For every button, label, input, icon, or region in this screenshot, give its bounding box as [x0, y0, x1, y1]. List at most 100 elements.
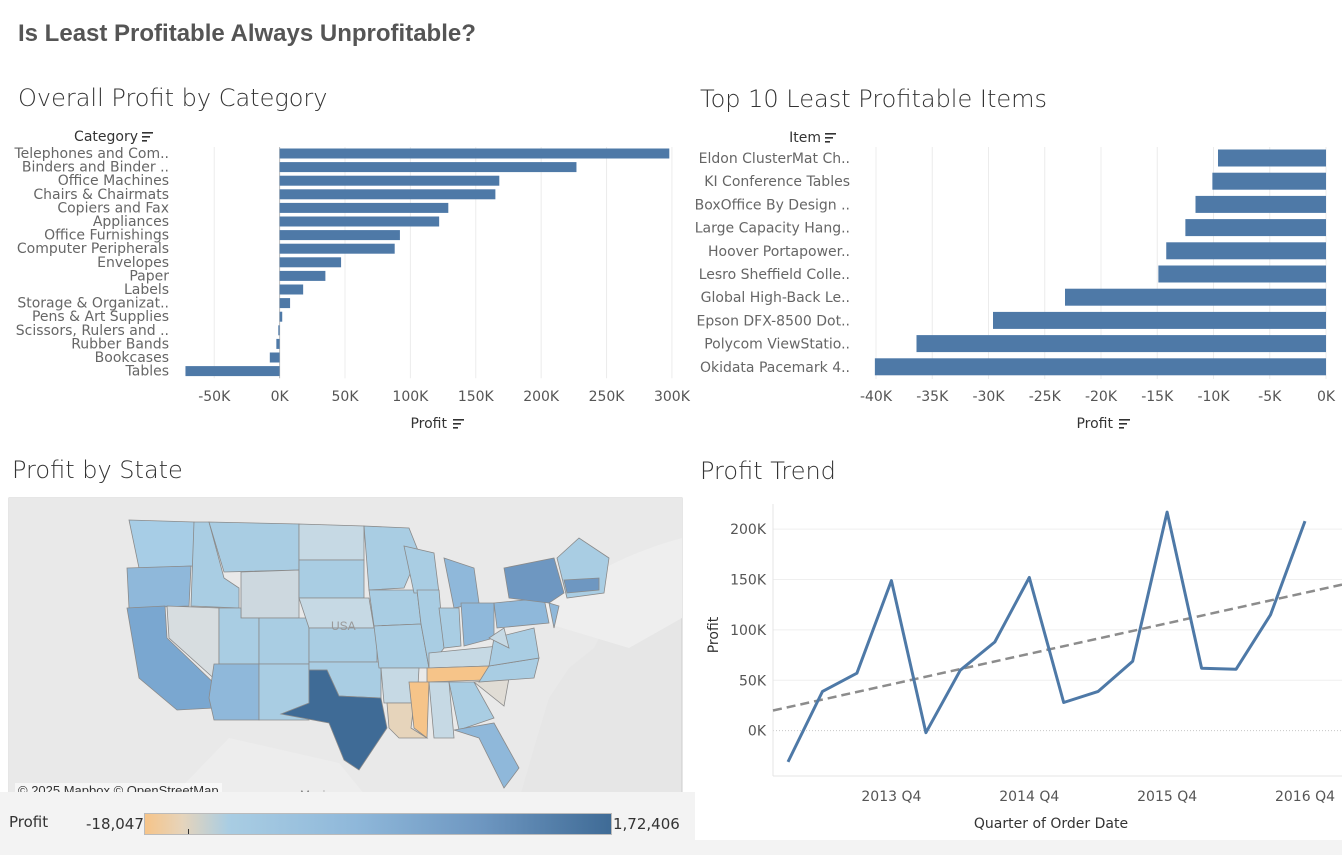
category-label[interactable]: Telephones and Com..	[13, 146, 169, 162]
category-label[interactable]: Pens & Art Supplies	[32, 309, 169, 325]
state-kansas	[308, 627, 378, 663]
state-texas	[279, 669, 388, 771]
legend-color-ramp[interactable]	[144, 813, 612, 835]
category-label[interactable]: Binders and Binder ..	[22, 160, 169, 176]
item-bar[interactable]	[1065, 288, 1326, 306]
state-colorado	[258, 617, 310, 665]
category-bar[interactable]	[185, 366, 280, 377]
item-label[interactable]: KI Conference Tables	[704, 174, 850, 190]
state-washington	[128, 519, 195, 569]
category-label[interactable]: Envelopes	[97, 255, 169, 271]
y-tick-label: 200K	[730, 522, 767, 538]
item-bar[interactable]	[1195, 195, 1327, 213]
category-bar[interactable]	[279, 230, 400, 241]
item-bar[interactable]	[1185, 219, 1326, 237]
category-label[interactable]: Labels	[124, 282, 169, 298]
x-tick-label: 150K	[458, 389, 495, 405]
category-bar[interactable]	[279, 216, 440, 227]
item-label[interactable]: Hoover Portapower..	[708, 244, 850, 260]
state-new-jersey	[548, 602, 560, 629]
category-bar[interactable]	[279, 202, 449, 213]
category-label[interactable]: Computer Peripherals	[17, 241, 169, 257]
x-tick-label: -25K	[1029, 389, 1062, 405]
profit-line[interactable]	[786, 510, 1307, 763]
x-tick-label: 2013 Q4	[861, 789, 921, 805]
x-tick-label: 0K	[271, 389, 290, 405]
x-tick-label: -10K	[1197, 389, 1230, 405]
map-sheet-title: Profit by State	[12, 456, 183, 484]
category-bar[interactable]	[279, 175, 500, 186]
x-tick-label: -35K	[916, 389, 949, 405]
x-tick-label: 0K	[1317, 389, 1336, 405]
x-tick-label: -5K	[1258, 389, 1282, 405]
trend-line[interactable]	[772, 583, 1342, 712]
item-bar[interactable]	[1158, 265, 1326, 283]
state-montana	[208, 521, 300, 573]
profit-axis-title[interactable]: Profit	[410, 416, 447, 432]
profit-trend-chart: 200K 150K 100K 50K 0K Profit 2013 Q4 2014 Q4 201…	[706, 504, 1342, 832]
state-tennessee	[426, 665, 490, 683]
category-label[interactable]: Appliances	[93, 214, 169, 230]
category-label[interactable]: Scissors, Rulers and ..	[16, 323, 169, 339]
category-bar[interactable]	[276, 338, 280, 349]
category-bar[interactable]	[278, 325, 280, 336]
category-header[interactable]: Category	[74, 129, 138, 145]
item-header[interactable]: Item	[789, 130, 821, 146]
category-bar[interactable]	[279, 162, 577, 173]
category-bar[interactable]	[279, 270, 326, 281]
state-florida	[453, 722, 520, 789]
item-bar[interactable]	[1212, 172, 1326, 190]
item-label[interactable]: BoxOffice By Design ..	[695, 197, 850, 213]
category-sort-icon[interactable]	[142, 132, 153, 142]
item-bar[interactable]	[916, 335, 1327, 353]
state-new-mexico	[258, 663, 310, 721]
category-label[interactable]: Office Furnishings	[44, 228, 169, 244]
state-map[interactable]: USA	[8, 497, 683, 801]
category-label[interactable]: Chairs & Chairmats	[33, 187, 169, 203]
category-bar[interactable]	[279, 311, 283, 322]
item-label[interactable]: Global High-Back Le..	[701, 290, 850, 306]
profit-sort-icon[interactable]	[453, 419, 464, 429]
category-label[interactable]: Office Machines	[58, 173, 169, 189]
profit-sort-icon-2[interactable]	[1119, 419, 1130, 429]
category-bar[interactable]	[279, 189, 496, 200]
category-bar[interactable]	[279, 257, 342, 268]
category-label[interactable]: Rubber Bands	[71, 336, 169, 352]
state-ohio	[460, 602, 495, 647]
item-bar[interactable]	[1166, 242, 1326, 260]
state-south-dakota	[298, 559, 365, 599]
item-label[interactable]: Large Capacity Hang..	[695, 221, 850, 237]
x-tick-label: 2015 Q4	[1137, 789, 1197, 805]
category-label[interactable]: Paper	[129, 268, 169, 284]
x-tick-label: 100K	[392, 389, 429, 405]
trend-y-title[interactable]: Profit	[706, 616, 722, 653]
item-bar[interactable]	[993, 311, 1326, 329]
item-label[interactable]: Polycom ViewStatio..	[704, 337, 850, 353]
category-bar[interactable]	[279, 284, 304, 295]
category-bar[interactable]	[279, 298, 291, 309]
item-label[interactable]: Eldon ClusterMat Ch..	[699, 151, 850, 167]
state-pennsylvania	[493, 597, 550, 629]
category-label[interactable]: Storage & Organizat..	[17, 296, 169, 312]
y-tick-label: 100K	[730, 623, 767, 639]
profit-axis-title-2[interactable]: Profit	[1076, 416, 1113, 432]
item-bar[interactable]	[1218, 149, 1326, 167]
category-label[interactable]: Tables	[125, 364, 170, 380]
category-label[interactable]: Bookcases	[95, 350, 169, 366]
item-sort-icon[interactable]	[825, 133, 836, 143]
category-label[interactable]: Copiers and Fax	[57, 200, 169, 216]
state-missouri	[373, 623, 430, 669]
trend-x-title[interactable]: Quarter of Order Date	[974, 816, 1128, 832]
category-bar[interactable]	[269, 352, 280, 363]
item-label[interactable]: Epson DFX-8500 Dot..	[696, 313, 850, 329]
category-bar-chart: Category -50K 0K 50K 100K 150K 200K 250K 300K Tel…	[13, 129, 690, 432]
state-indiana	[438, 607, 462, 649]
category-bar[interactable]	[279, 148, 670, 159]
item-label[interactable]: Lesro Sheffield Colle..	[699, 267, 850, 283]
x-tick-label: -40K	[860, 389, 893, 405]
country-label: USA	[331, 619, 356, 633]
item-label[interactable]: Okidata Pacemark 4..	[700, 360, 850, 376]
category-bar[interactable]	[279, 243, 395, 254]
state-mississippi	[408, 681, 430, 739]
item-bar[interactable]	[874, 358, 1326, 376]
